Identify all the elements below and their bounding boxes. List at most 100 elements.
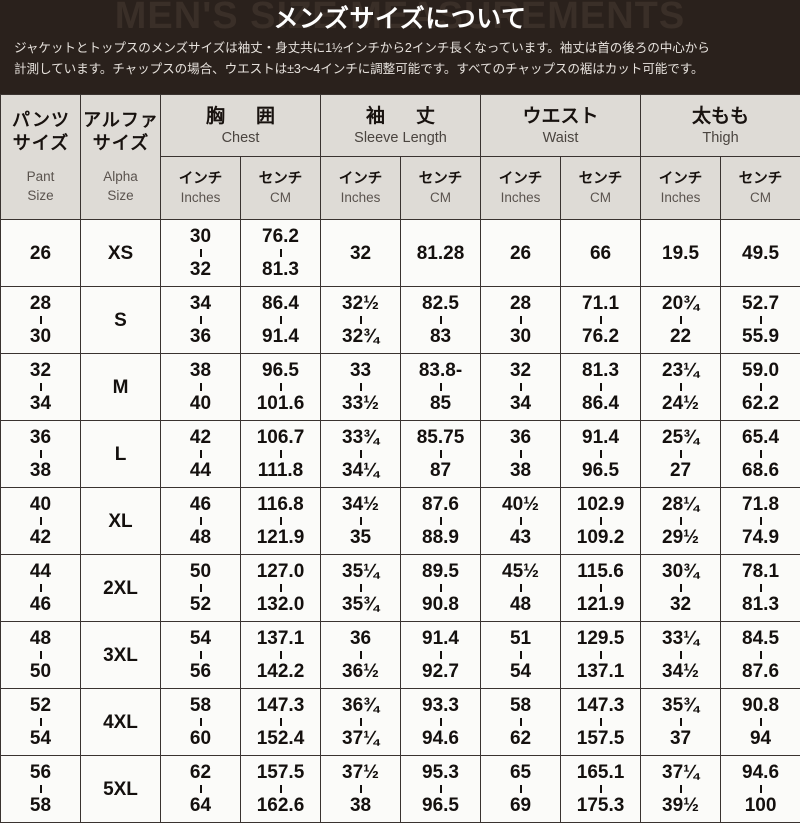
range-upper: 32 <box>510 359 531 382</box>
range-separator-icon <box>440 316 442 324</box>
range-separator-icon <box>360 785 362 793</box>
header-unit-thigh-inches: インチ Inches <box>641 157 721 220</box>
range-separator-icon <box>360 316 362 324</box>
range-upper: 129.5 <box>577 627 625 650</box>
range-lower: 34 <box>510 392 531 415</box>
single-value: XS <box>108 243 133 264</box>
header-unit-sleeve-cm-en: CM <box>401 189 480 207</box>
range-upper: 36 <box>30 426 51 449</box>
range-lower: 64 <box>190 794 211 817</box>
range-lower: 76.2 <box>582 325 619 348</box>
range-upper: 87.6 <box>422 493 459 516</box>
header-unit-thigh-inches-jp: インチ <box>641 169 720 189</box>
range-separator-icon <box>280 651 282 659</box>
range-lower: 29½ <box>662 526 699 549</box>
cell-thigh-cm: 49.5 <box>721 220 800 287</box>
header-group-chest-jp: 胸 囲 <box>161 104 320 129</box>
range-separator-icon <box>600 383 602 391</box>
range-separator-icon <box>680 450 682 458</box>
range-separator-icon <box>40 450 42 458</box>
range-lower: 50 <box>30 660 51 683</box>
range-upper: 95.3 <box>422 761 459 784</box>
range-lower: 35¾ <box>342 593 379 616</box>
range-lower: 38 <box>350 794 371 817</box>
header-group-thigh: 太もも Thigh <box>641 95 800 157</box>
range-separator-icon <box>520 785 522 793</box>
range-upper: 42 <box>190 426 211 449</box>
header-group-row: パンツ サイズ Pant Size アルファ サイズ Alpha Size 胸 … <box>1 95 800 157</box>
single-value: 3XL <box>103 645 138 666</box>
range-lower: 38 <box>510 459 531 482</box>
page-title: メンズサイズについて <box>0 2 800 36</box>
range-upper: 165.1 <box>577 761 625 784</box>
range-separator-icon <box>360 517 362 525</box>
range-upper: 96.5 <box>262 359 299 382</box>
range-upper: 84.5 <box>742 627 779 650</box>
range-lower: 56 <box>190 660 211 683</box>
header-banner: MEN'S SIZE MEASUREMENTS メンズサイズについて ジャケット… <box>0 0 800 94</box>
range-separator-icon <box>200 651 202 659</box>
range-lower: 22 <box>670 325 691 348</box>
banner-description-line-2: 計測しています。チャップスの場合、ウエストは±3〜4インチに調整可能です。すべて… <box>14 59 786 80</box>
header-unit-chest-cm: センチ CM <box>241 157 321 220</box>
range-upper: 81.3 <box>582 359 619 382</box>
range-separator-icon <box>280 517 282 525</box>
header-unit-thigh-inches-en: Inches <box>641 189 720 207</box>
single-value: M <box>113 377 129 398</box>
range-upper: 54 <box>190 627 211 650</box>
range-upper: 32½ <box>342 292 379 315</box>
header-alpha-size-en-line2: Size <box>81 186 160 205</box>
range-lower: 24½ <box>662 392 699 415</box>
range-upper: 71.1 <box>582 292 619 315</box>
range-lower: 32 <box>670 593 691 616</box>
range-upper: 102.9 <box>577 493 625 516</box>
header-alpha-size: アルファ サイズ Alpha Size <box>81 95 161 220</box>
cell-alpha: L <box>81 421 161 488</box>
cell-waist-cm: 71.1 76.2 <box>561 287 641 354</box>
range-separator-icon <box>40 383 42 391</box>
single-value: L <box>115 444 127 465</box>
header-unit-waist-cm-jp: センチ <box>561 169 640 189</box>
single-value: 81.28 <box>417 243 465 264</box>
banner-description: ジャケットとトップスのメンズサイズは袖丈・身丈共に1½インチから2インチ長くなっ… <box>14 38 786 80</box>
range-separator-icon <box>200 249 202 257</box>
range-upper: 36¾ <box>342 694 379 717</box>
range-upper: 91.4 <box>582 426 619 449</box>
header-unit-sleeve-inches: インチ Inches <box>321 157 401 220</box>
header-group-sleeve-jp: 袖 丈 <box>321 104 480 129</box>
header-unit-thigh-cm: センチ CM <box>721 157 800 220</box>
